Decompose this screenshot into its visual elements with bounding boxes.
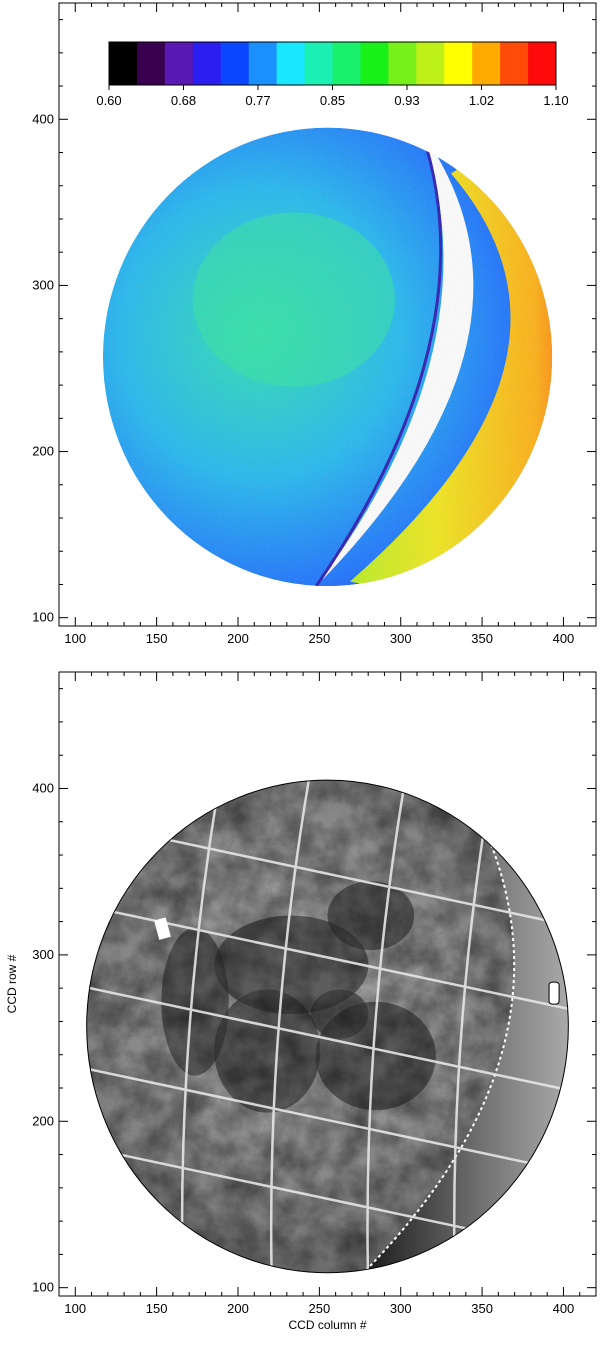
colorbar-swatch — [416, 42, 445, 85]
y-tick-label: 200 — [32, 444, 54, 459]
reference-marker — [548, 981, 560, 1005]
plot-frame — [58, 671, 597, 1297]
colorbar-swatch — [360, 42, 389, 85]
colorbar-swatch — [136, 42, 166, 85]
colorbar: 0.60 0.68 0.77 0.85 0.93 1.02 1.10 — [96, 41, 569, 108]
y-tick-label: 200 — [32, 1113, 54, 1128]
x-axis-title: CCD column # — [288, 1318, 366, 1332]
x-tick-label: 350 — [471, 631, 493, 646]
y-tick-label: 100 — [32, 1280, 54, 1295]
x-tick-label: 250 — [309, 1301, 331, 1316]
y-axis-title: CCD row # — [5, 954, 19, 1013]
x-tick-label: 150 — [146, 1301, 168, 1316]
moon-ratio-map — [102, 127, 553, 587]
colorbar-swatch — [109, 42, 138, 85]
grid-latitude-line — [86, 894, 569, 1021]
x-tick-label: 200 — [227, 1301, 249, 1316]
colorbar-tick-label: 0.68 — [171, 93, 196, 108]
y-tick-label: 300 — [32, 277, 54, 292]
colorbar-swatch — [500, 42, 529, 85]
grid-longitude-line — [366, 780, 411, 1273]
axis-ticks — [58, 672, 597, 1296]
colorbar-tick-label: 0.85 — [320, 93, 345, 108]
ratio-noise — [102, 127, 553, 587]
moon-limb — [86, 779, 569, 1274]
moon-grain — [86, 780, 569, 1273]
x-tick-label: 400 — [553, 1301, 575, 1316]
colorbar-tick-label: 0.60 — [96, 93, 121, 108]
colorbar-tick-label: 1.02 — [469, 93, 494, 108]
x-tick-label: 400 — [553, 631, 575, 646]
grid-longitude-line — [180, 780, 226, 1273]
chart-panel-1: 0.60 0.68 0.77 0.85 0.93 1.02 1.10 100 150 200 250… — [32, 2, 597, 646]
x-tick-label: 300 — [390, 631, 412, 646]
y-tick-label: 400 — [32, 780, 54, 795]
colorbar-swatch — [192, 42, 222, 85]
y-tick-label: 300 — [32, 947, 54, 962]
x-tick-label: 100 — [64, 631, 86, 646]
grid-latitude-line — [86, 975, 569, 1102]
reference-marker — [154, 917, 171, 940]
x-tick-label: 150 — [146, 631, 168, 646]
colorbar-swatch — [472, 42, 501, 85]
x-tick-label: 100 — [64, 1301, 86, 1316]
x-tick-label: 200 — [227, 631, 249, 646]
plot-frame — [58, 2, 597, 627]
colorbar-swatch — [248, 42, 278, 85]
colorbar-tick-label: 1.10 — [543, 93, 568, 108]
x-tick-label: 300 — [390, 1301, 412, 1316]
colorbar-swatch — [444, 42, 473, 85]
colorbar-swatch — [276, 42, 306, 85]
grid-latitude-line — [86, 1057, 569, 1183]
y-tick-label: 400 — [32, 111, 54, 126]
colorbar-tick-label: 0.93 — [394, 93, 419, 108]
y-tick-label: 100 — [32, 610, 54, 625]
colorbar-swatch — [220, 42, 250, 85]
colorbar-tick-label: 0.77 — [245, 93, 270, 108]
chart-panel-2: 100 150 200 250 300 350 400 100 200 300 400 CCD col… — [5, 671, 597, 1332]
colorbar-swatch — [388, 42, 417, 85]
x-tick-label: 250 — [309, 631, 331, 646]
colorbar-swatch — [304, 42, 333, 85]
x-tick-label: 350 — [471, 1301, 493, 1316]
colorbar-swatch — [332, 42, 361, 85]
axis-ticks — [58, 3, 597, 626]
colorbar-swatch — [528, 42, 557, 85]
grid-longitude-line — [269, 780, 315, 1273]
colorbar-swatch — [164, 42, 194, 85]
